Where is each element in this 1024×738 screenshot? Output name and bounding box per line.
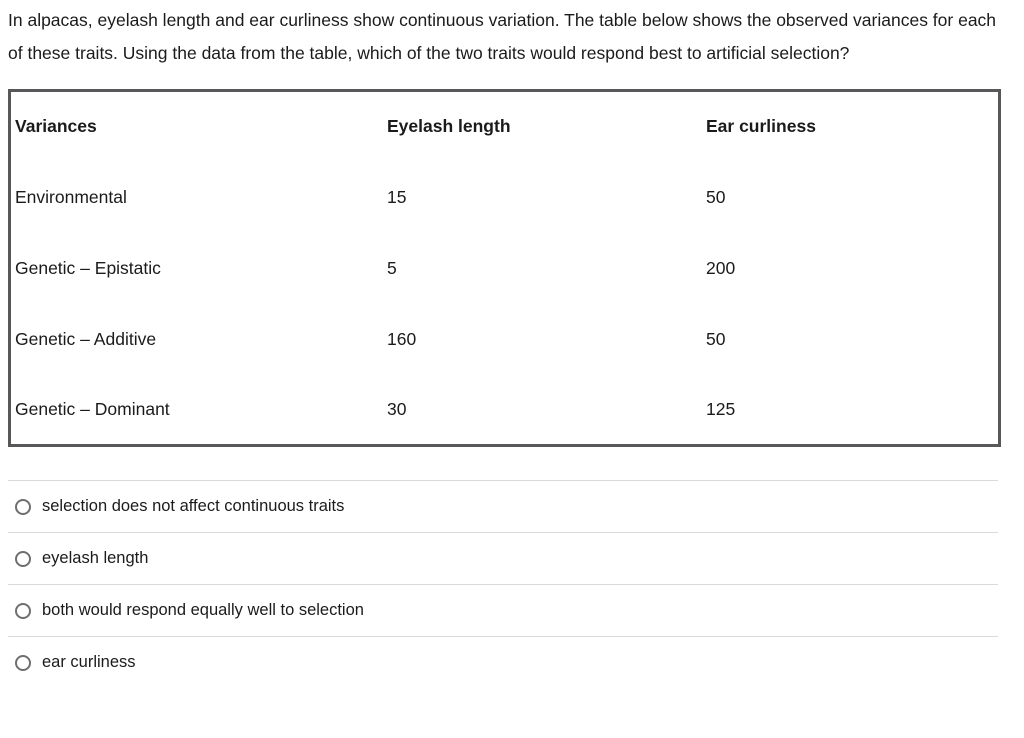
- table-cell: 5: [377, 232, 700, 304]
- table-cell: 200: [699, 232, 1000, 304]
- variance-label: Environmental: [9, 161, 378, 233]
- table-cell: 160: [377, 303, 700, 375]
- table-row: Genetic – Epistatic 5 200: [9, 232, 1000, 304]
- table-cell: 15: [377, 161, 700, 233]
- variance-label: Genetic – Dominant: [9, 374, 378, 446]
- answer-option-label: eyelash length: [42, 548, 149, 567]
- variance-label: Genetic – Epistatic: [9, 232, 378, 304]
- answer-option-label: ear curliness: [42, 652, 136, 671]
- column-header-eyelash-length: Eyelash length: [377, 90, 700, 162]
- question-text: In alpacas, eyelash length and ear curli…: [8, 10, 997, 63]
- table-row: Environmental 15 50: [9, 161, 1000, 233]
- table-header-row: Variances Eyelash length Ear curliness: [9, 90, 1000, 162]
- radio-button-icon[interactable]: [15, 654, 31, 671]
- table-cell: 30: [377, 374, 700, 446]
- answer-option-label: both would respond equally well to selec…: [42, 600, 364, 619]
- table-cell: 50: [699, 161, 1000, 233]
- variance-table: Variances Eyelash length Ear curliness E…: [8, 89, 1001, 447]
- answer-option-2[interactable]: eyelash length: [8, 532, 998, 584]
- table-row: Genetic – Dominant 30 125: [9, 374, 1000, 446]
- answer-options: selection does not affect continuous tra…: [8, 480, 998, 688]
- table-row: Genetic – Additive 160 50: [9, 303, 1000, 375]
- radio-button-icon[interactable]: [15, 498, 31, 515]
- question-page: In alpacas, eyelash length and ear curli…: [8, 10, 1001, 688]
- answer-option-1[interactable]: selection does not affect continuous tra…: [8, 480, 998, 532]
- answer-option-4[interactable]: ear curliness: [8, 636, 998, 688]
- radio-button-icon[interactable]: [15, 602, 31, 619]
- answer-option-label: selection does not affect continuous tra…: [42, 496, 345, 515]
- column-header-ear-curliness: Ear curliness: [699, 90, 1000, 162]
- table-cell: 125: [699, 374, 1000, 446]
- column-header-variances: Variances: [9, 90, 378, 162]
- answer-option-3[interactable]: both would respond equally well to selec…: [8, 584, 998, 636]
- variance-label: Genetic – Additive: [9, 303, 378, 375]
- table-cell: 50: [699, 303, 1000, 375]
- radio-button-icon[interactable]: [15, 550, 31, 567]
